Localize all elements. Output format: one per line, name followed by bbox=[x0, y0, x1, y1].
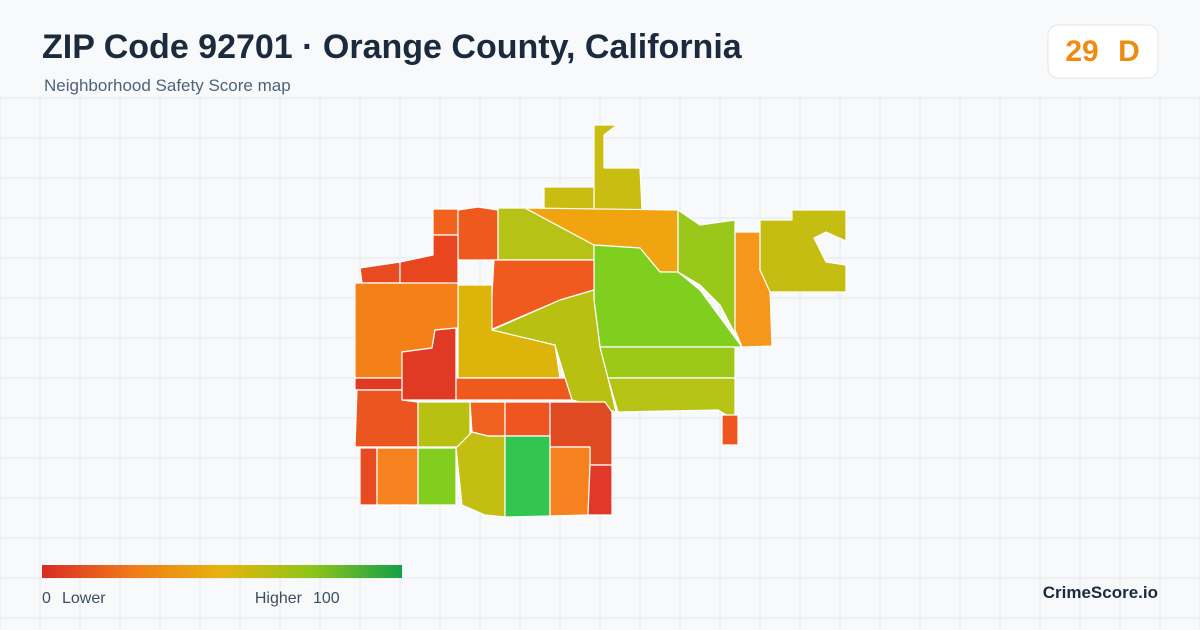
subtitle: Neighborhood Safety Score map bbox=[44, 76, 291, 95]
legend-min-label: Lower bbox=[62, 590, 106, 607]
neighborhood bbox=[469, 401, 506, 437]
neighborhood bbox=[455, 377, 573, 401]
neighborhood bbox=[457, 206, 499, 261]
neighborhood bbox=[759, 209, 847, 293]
score-badge: 29 D bbox=[1047, 24, 1159, 79]
neighborhood bbox=[417, 447, 457, 506]
legend-scale bbox=[42, 565, 402, 578]
legend-min: 0 bbox=[42, 590, 51, 607]
score-box bbox=[1047, 24, 1159, 79]
neighborhood bbox=[504, 401, 551, 437]
legend: 0 Lower Higher 100 bbox=[42, 565, 402, 607]
neighborhood bbox=[417, 401, 471, 448]
legend-max-label: Higher bbox=[255, 590, 303, 607]
legend-max: 100 bbox=[313, 590, 340, 607]
neighborhood bbox=[587, 464, 613, 516]
neighborhood bbox=[455, 431, 506, 518]
neighborhood bbox=[549, 446, 591, 517]
header-band bbox=[0, 0, 1200, 96]
neighborhood bbox=[504, 435, 551, 518]
neighborhood bbox=[543, 186, 595, 211]
title: ZIP Code 92701 · Orange County, Californ… bbox=[42, 28, 743, 66]
neighborhood bbox=[432, 208, 459, 236]
neighborhood bbox=[599, 346, 736, 379]
neighborhood bbox=[721, 414, 739, 446]
neighborhood bbox=[359, 447, 378, 506]
neighborhood bbox=[376, 447, 419, 506]
score-value: 29 bbox=[1065, 35, 1098, 68]
score-grade: D bbox=[1118, 35, 1140, 68]
neighborhood bbox=[354, 377, 403, 391]
brand: CrimeScore.io bbox=[1043, 583, 1158, 602]
neighborhood-map bbox=[354, 124, 847, 518]
